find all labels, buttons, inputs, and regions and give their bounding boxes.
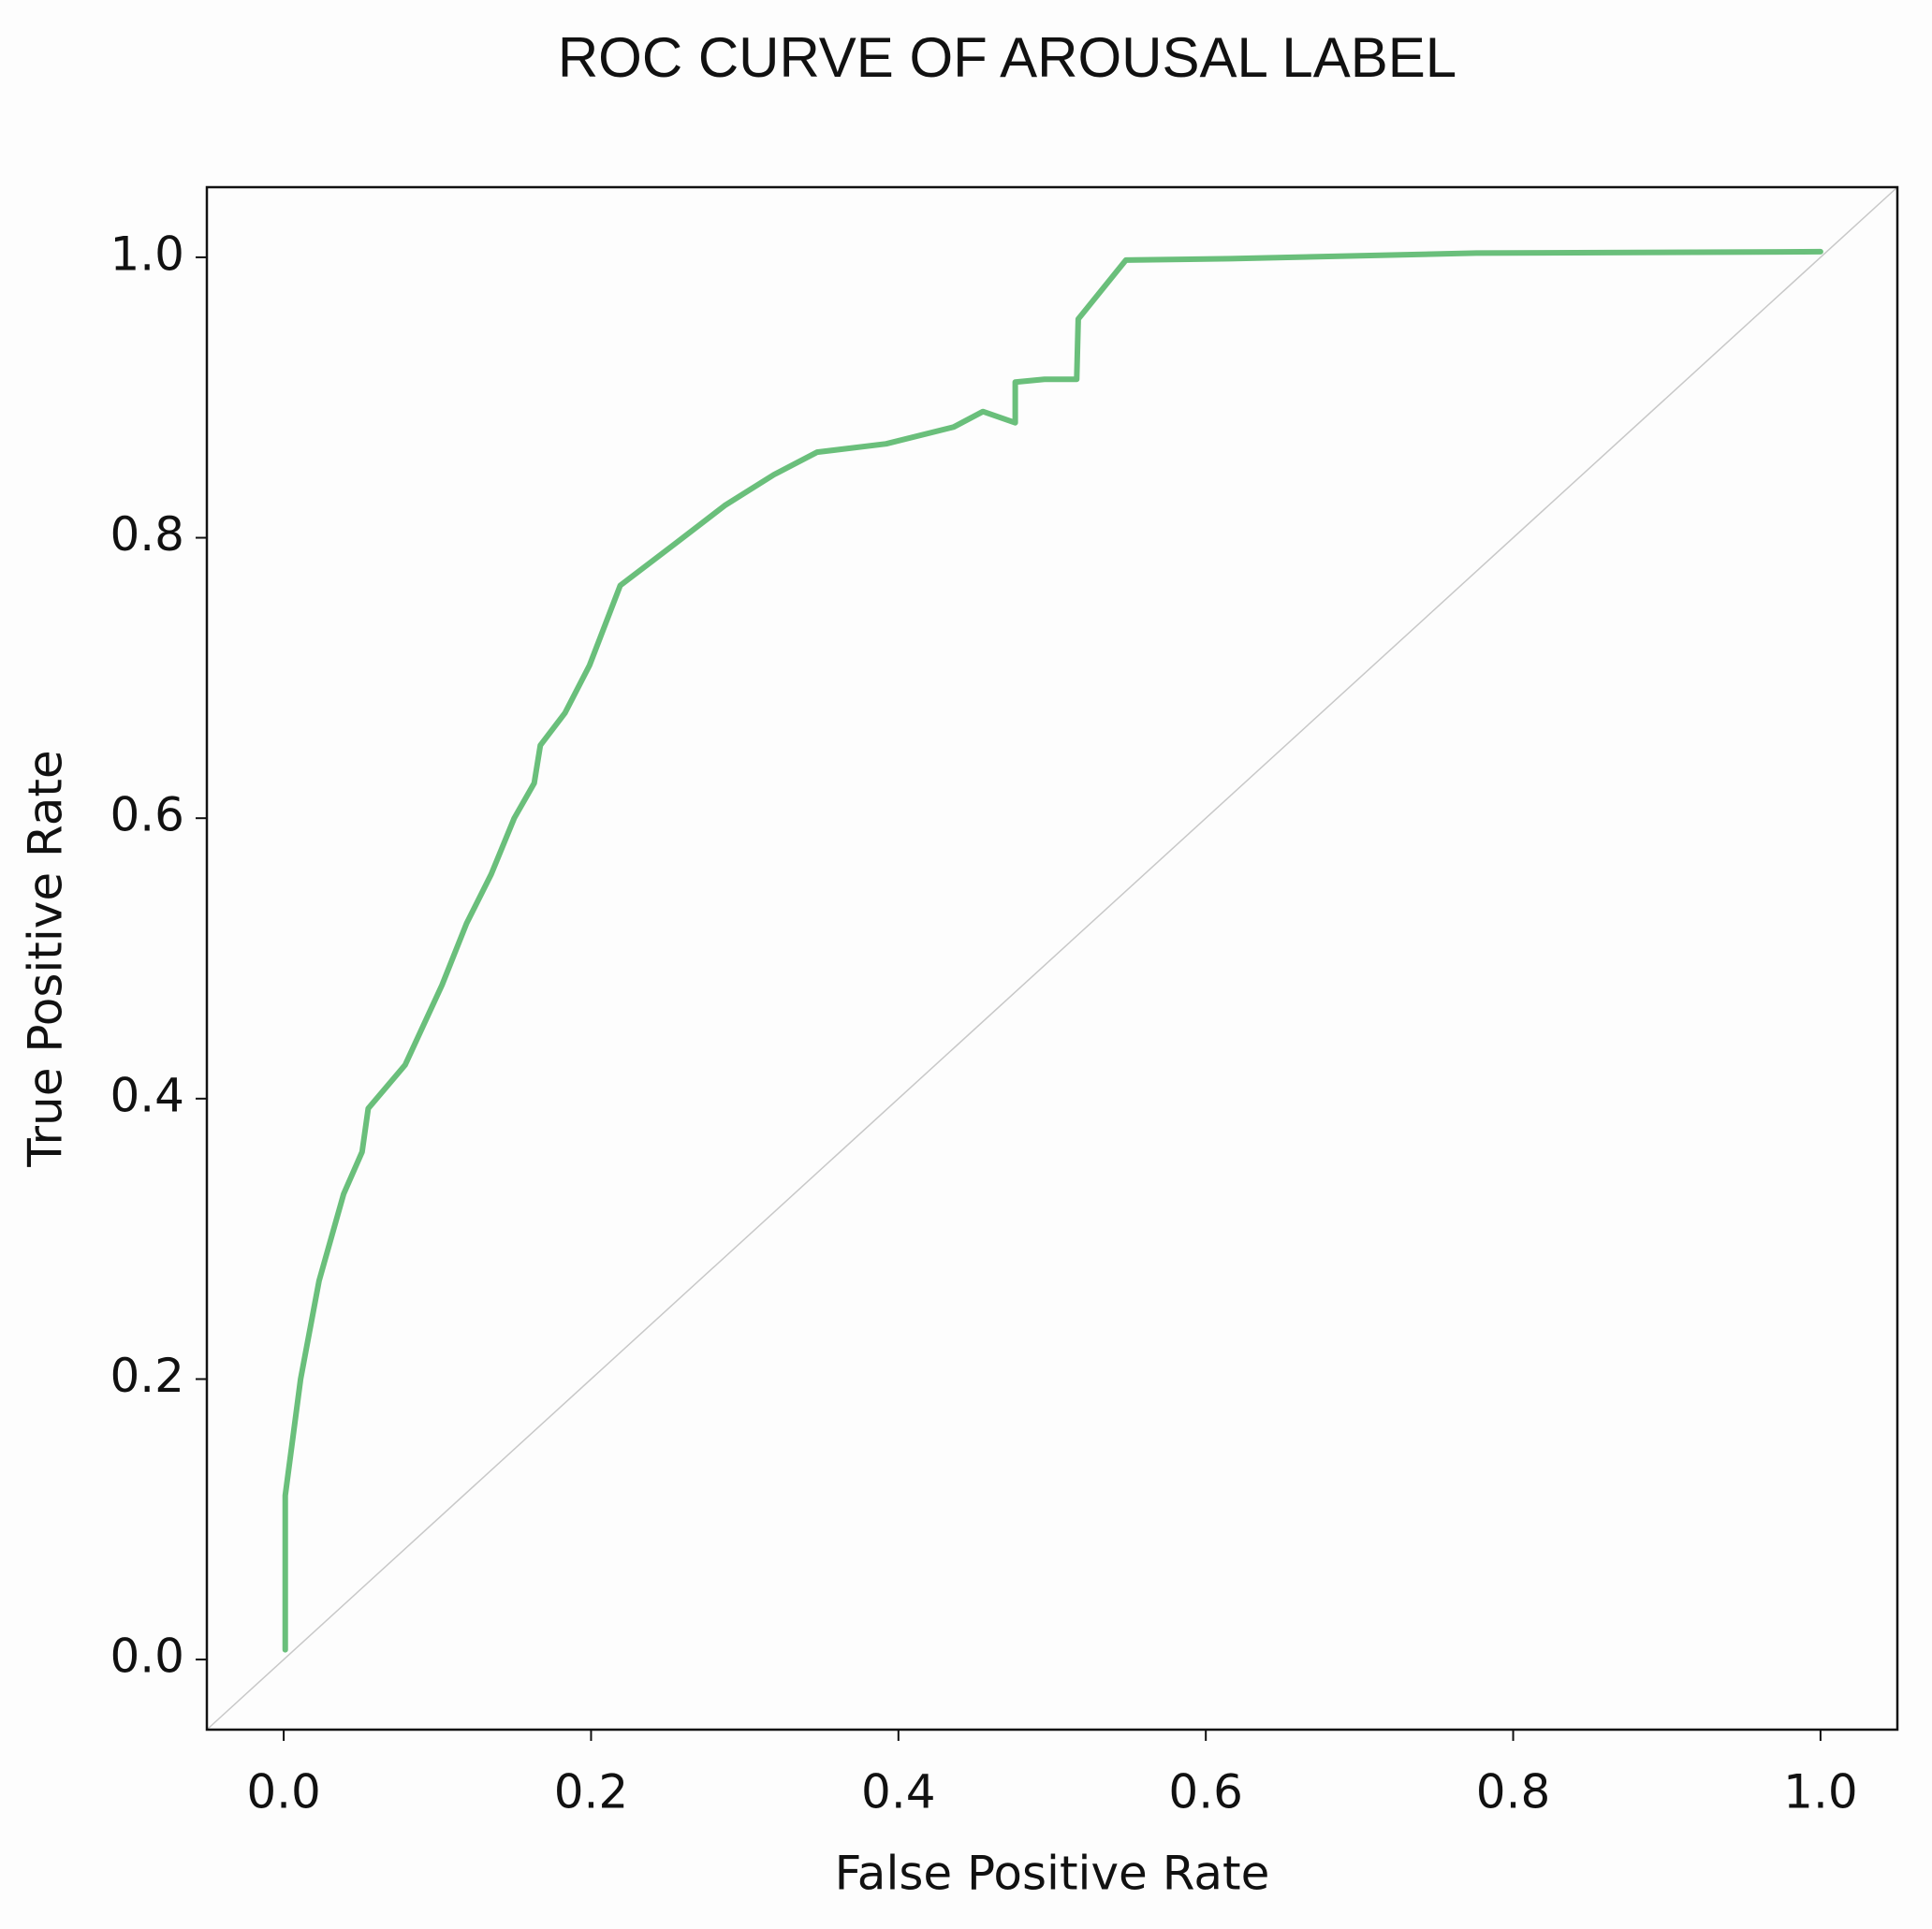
y-tick-label: 0.4: [110, 1068, 184, 1122]
x-tick-label: 0.4: [861, 1765, 936, 1819]
x-tick-label: 0.6: [1168, 1765, 1243, 1819]
x-tick-label: 0.8: [1476, 1765, 1551, 1819]
diagonal-reference: [206, 186, 1898, 1731]
y-tick-label: 0.6: [110, 788, 184, 842]
y-tick-label: 0.8: [110, 507, 184, 562]
chart-title: ROC CURVE OF AROUSAL LABEL: [558, 26, 1456, 89]
x-tick-label: 0.0: [246, 1765, 321, 1819]
x-tick-label: 0.2: [554, 1765, 629, 1819]
y-tick-label: 0.2: [110, 1349, 184, 1403]
x-tick-label: 1.0: [1783, 1765, 1858, 1819]
x-axis-label: False Positive Rate: [835, 1847, 1270, 1901]
y-tick-label: 0.0: [110, 1629, 184, 1684]
y-axis-label: True Positive Rate: [19, 750, 73, 1167]
y-tick-label: 1.0: [110, 227, 184, 281]
plot-frame: [205, 185, 1899, 1732]
roc-curve: [282, 248, 1823, 1653]
